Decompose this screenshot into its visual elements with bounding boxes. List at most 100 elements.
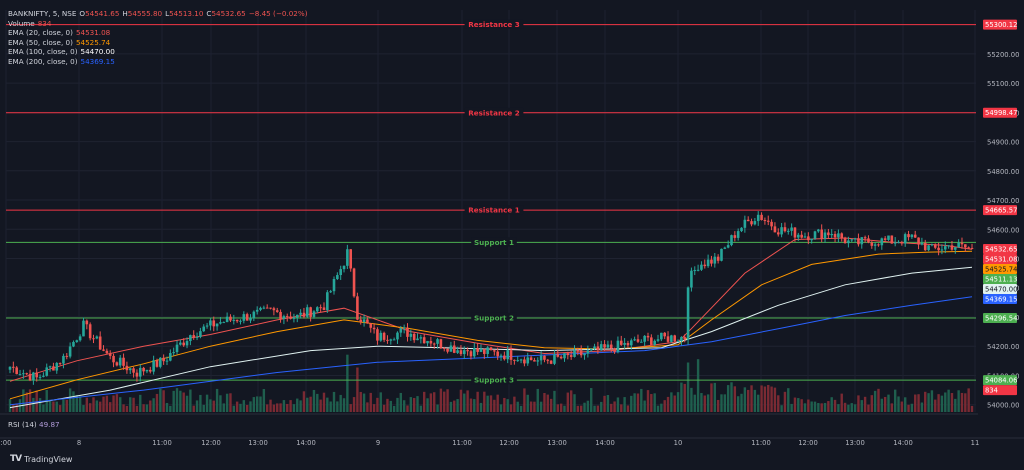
- candle-body[interactable]: [964, 244, 967, 248]
- candle-body[interactable]: [766, 220, 770, 222]
- candle-body[interactable]: [232, 319, 236, 321]
- candle-body[interactable]: [903, 234, 907, 244]
- candle-body[interactable]: [165, 360, 169, 362]
- candle-body[interactable]: [746, 219, 750, 222]
- candle-body[interactable]: [332, 279, 336, 292]
- candle-body[interactable]: [302, 312, 306, 317]
- candle-body[interactable]: [786, 230, 790, 232]
- candle-body[interactable]: [606, 344, 610, 348]
- candle-body[interactable]: [870, 242, 874, 246]
- candle-body[interactable]: [462, 350, 466, 355]
- candle-body[interactable]: [252, 311, 256, 319]
- candle-body[interactable]: [736, 231, 740, 238]
- candle-body[interactable]: [35, 372, 39, 378]
- candle-body[interactable]: [579, 350, 583, 356]
- candle-body[interactable]: [706, 259, 710, 267]
- candle-body[interactable]: [536, 360, 540, 362]
- candle-body[interactable]: [45, 367, 49, 376]
- candle-body[interactable]: [446, 348, 449, 352]
- candle-body[interactable]: [519, 359, 523, 361]
- candle-body[interactable]: [409, 333, 413, 337]
- candle-body[interactable]: [442, 347, 446, 349]
- candle-body[interactable]: [172, 352, 175, 354]
- candle-body[interactable]: [15, 367, 18, 375]
- candle-body[interactable]: [930, 244, 934, 246]
- candle-body[interactable]: [676, 340, 680, 342]
- candle-body[interactable]: [122, 357, 125, 366]
- candle-body[interactable]: [38, 376, 42, 378]
- candle-body[interactable]: [138, 367, 142, 377]
- candle-body[interactable]: [503, 355, 506, 360]
- candle-body[interactable]: [359, 319, 363, 322]
- candle-body[interactable]: [285, 316, 289, 318]
- candle-body[interactable]: [372, 327, 376, 330]
- candle-body[interactable]: [255, 309, 259, 312]
- candle-body[interactable]: [249, 318, 252, 321]
- candle-body[interactable]: [489, 347, 493, 351]
- candle-body[interactable]: [716, 256, 720, 261]
- candle-body[interactable]: [626, 342, 630, 346]
- candle-body[interactable]: [533, 360, 536, 362]
- candle-body[interactable]: [12, 366, 15, 368]
- candle-body[interactable]: [402, 327, 406, 329]
- candle-body[interactable]: [148, 369, 152, 372]
- candle-body[interactable]: [650, 337, 653, 345]
- candle-body[interactable]: [599, 344, 603, 351]
- candle-body[interactable]: [309, 307, 312, 317]
- candle-body[interactable]: [112, 355, 115, 363]
- candle-body[interactable]: [913, 234, 917, 238]
- candle-body[interactable]: [776, 232, 780, 235]
- candle-body[interactable]: [890, 235, 894, 244]
- candle-body[interactable]: [770, 221, 773, 227]
- candle-body[interactable]: [693, 270, 697, 272]
- candle-body[interactable]: [827, 232, 830, 236]
- candle-body[interactable]: [686, 287, 690, 340]
- candle-body[interactable]: [245, 314, 249, 321]
- candle-body[interactable]: [910, 234, 914, 238]
- candle-body[interactable]: [723, 247, 727, 249]
- candle-body[interactable]: [436, 339, 439, 344]
- candle-body[interactable]: [917, 237, 920, 245]
- candle-body[interactable]: [262, 307, 266, 309]
- candle-body[interactable]: [696, 269, 700, 271]
- candle-body[interactable]: [680, 337, 683, 341]
- candle-body[interactable]: [703, 264, 707, 267]
- candle-body[interactable]: [773, 226, 777, 233]
- price-tag[interactable]: [983, 273, 1017, 284]
- candle-body[interactable]: [640, 341, 643, 343]
- candle-body[interactable]: [215, 323, 219, 327]
- candle-body[interactable]: [559, 356, 563, 359]
- candle-body[interactable]: [476, 347, 479, 352]
- candle-body[interactable]: [833, 234, 837, 238]
- price-tag[interactable]: [983, 243, 1017, 254]
- candle-body[interactable]: [756, 214, 760, 222]
- candle-body[interactable]: [155, 360, 159, 367]
- candle-body[interactable]: [803, 236, 807, 238]
- candle-body[interactable]: [873, 244, 877, 246]
- candle-body[interactable]: [673, 335, 677, 342]
- candle-body[interactable]: [730, 235, 733, 246]
- candle-body[interactable]: [439, 339, 443, 348]
- candle-body[interactable]: [953, 247, 957, 250]
- candle-body[interactable]: [690, 270, 693, 288]
- candle-body[interactable]: [459, 350, 463, 355]
- candle-body[interactable]: [663, 332, 666, 337]
- candle-body[interactable]: [406, 327, 409, 337]
- candle-body[interactable]: [135, 372, 139, 377]
- candle-body[interactable]: [726, 245, 730, 248]
- ema-100-row[interactable]: EMA (100, close, 0) 54470.00: [8, 47, 308, 57]
- candle-body[interactable]: [516, 360, 520, 362]
- candle-body[interactable]: [653, 340, 656, 345]
- candle-body[interactable]: [837, 233, 840, 238]
- candle-body[interactable]: [379, 332, 383, 341]
- candle-body[interactable]: [493, 350, 496, 352]
- candle-body[interactable]: [506, 350, 510, 360]
- candle-body[interactable]: [52, 366, 55, 371]
- candle-body[interactable]: [205, 325, 209, 327]
- candle-body[interactable]: [853, 238, 857, 240]
- candle-body[interactable]: [596, 346, 600, 351]
- candle-body[interactable]: [292, 317, 296, 319]
- candle-body[interactable]: [152, 360, 155, 372]
- candle-body[interactable]: [265, 307, 269, 309]
